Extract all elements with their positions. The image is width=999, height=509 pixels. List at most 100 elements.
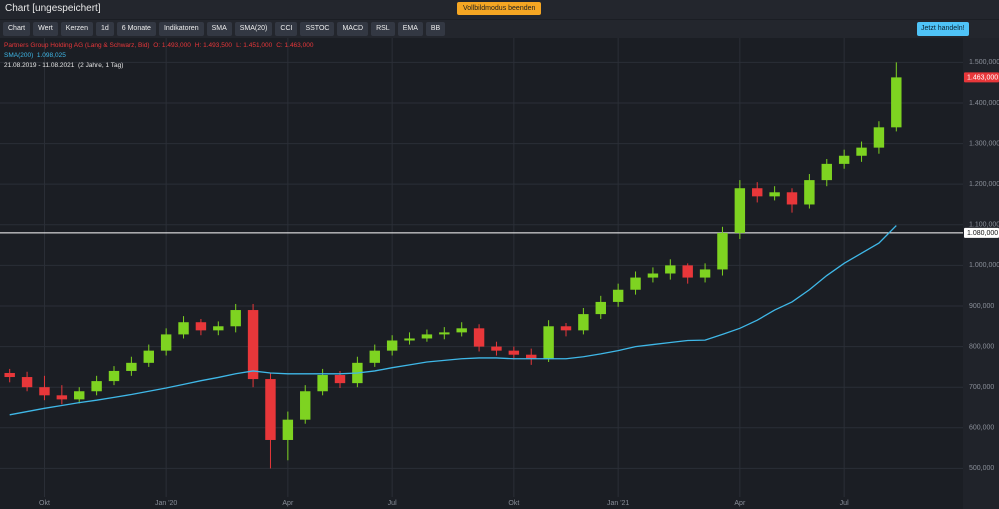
candle-body [717, 232, 728, 270]
y-tick-label: 1.100,000 [969, 222, 999, 229]
candle-body [56, 395, 68, 400]
toolbar-button[interactable]: Chart [3, 22, 31, 36]
candle-body [74, 391, 85, 400]
candle-body [143, 350, 154, 363]
candle-body [386, 340, 398, 351]
y-tick-label: 900,000 [969, 303, 994, 310]
price-tag [964, 227, 999, 238]
toolbar-button[interactable]: Kerzen [60, 22, 93, 36]
candle-body [665, 265, 676, 274]
price-tag-label: 1.080,000 [967, 230, 998, 237]
candle-body [508, 350, 520, 355]
candle-body [317, 375, 328, 392]
candle-body [838, 155, 850, 164]
candle-body [647, 273, 659, 278]
toolbar-button[interactable]: Wert [33, 22, 58, 36]
title: Chart [ungespeichert] [5, 3, 101, 14]
candle-body [473, 328, 485, 347]
toolbar-button[interactable]: MACD [337, 22, 369, 36]
legend-ohlc: O: 1.493,000 [153, 42, 191, 49]
candle-body [769, 192, 780, 197]
candle-body [543, 326, 554, 359]
legend-ohlc: C: 1.463,000 [276, 42, 314, 49]
candle-body [265, 379, 276, 440]
candle-body [734, 188, 746, 233]
y-tick-label: 1.500,000 [969, 59, 999, 66]
candle-body [526, 354, 537, 359]
candle-body [178, 322, 189, 335]
toolbar-button[interactable]: CCI [275, 22, 298, 36]
candle-body [630, 277, 641, 290]
toolbar-button[interactable]: SMA(20) [234, 22, 273, 36]
toolbar: Chart Wert Kerzen 1d 6 Monate Indikatoren SMA S… [0, 20, 999, 38]
candle-body [699, 269, 711, 278]
candle-body [108, 370, 120, 382]
candle-body [369, 350, 380, 363]
y-tick-label: 1.300,000 [969, 140, 999, 147]
candle-body [595, 301, 606, 315]
toolbar-button[interactable]: 6 Monate [116, 22, 156, 36]
candle-body [213, 326, 224, 331]
candle-body [786, 192, 798, 205]
toolbar-button[interactable]: 1d [95, 22, 114, 36]
toolbar-button[interactable]: RSL [371, 22, 395, 36]
title-bar: Chart [ungespeichert] Vollbildmodus been… [0, 0, 999, 19]
x-tick-label: Jul [840, 500, 849, 507]
candle-body [682, 265, 693, 278]
fullscreen-button[interactable]: Vollbildmodus beenden [457, 2, 542, 15]
y-tick-label: 700,000 [969, 384, 994, 391]
toolbar-button[interactable]: SMA [206, 22, 232, 36]
x-tick-label: Jan '21 [607, 500, 629, 507]
x-tick-label: Okt [508, 500, 519, 507]
price-tag-label: 1.463,000 [967, 75, 998, 82]
x-tick-label: Okt [39, 500, 50, 507]
y-tick-label: 1.400,000 [969, 100, 999, 107]
candle-body [491, 346, 502, 351]
y-tick-label: 600,000 [969, 425, 994, 432]
candle-body [300, 391, 311, 420]
candle-body [39, 387, 50, 396]
y-axis-panel [963, 38, 999, 509]
candle-body [126, 362, 137, 371]
candle-body [804, 180, 815, 205]
candle-body [612, 289, 624, 302]
candle-body [195, 322, 207, 331]
toolbar-button[interactable]: SSTOC [300, 22, 335, 36]
toolbar-button[interactable]: EMA [397, 22, 423, 36]
y-tick-label: 1.200,000 [969, 181, 999, 188]
candle-body [891, 77, 902, 128]
candle-body [91, 381, 102, 392]
toolbar-button[interactable]: Indikatoren [158, 22, 204, 36]
candle-body [752, 188, 763, 197]
candle-body [873, 127, 885, 148]
candle-body [856, 147, 867, 156]
legend: Partners Group Holding AG (Lang & Schwar… [4, 41, 317, 71]
toolbar-button[interactable]: BB [425, 22, 446, 36]
x-tick-label: Jul [388, 500, 397, 507]
candle-body [404, 338, 415, 341]
legend-ohlc: H: 1.493,500 [194, 42, 233, 49]
candle-body [282, 419, 294, 440]
candle-body [247, 310, 259, 380]
candle-body [578, 314, 589, 331]
y-tick-label: 500,000 [969, 465, 994, 472]
price-tag [964, 72, 999, 83]
y-tick-label: 1.000,000 [969, 262, 999, 269]
legend-ohlc: L: 1.451,000 [236, 42, 273, 49]
candle-body [439, 332, 450, 335]
y-tick-label: 800,000 [969, 343, 994, 350]
legend-sma: SMA(200) [4, 52, 34, 59]
candle-body [160, 334, 172, 351]
x-tick-label: Jan '20 [155, 500, 177, 507]
trade-button[interactable]: Jetzt handeln! [917, 22, 969, 36]
candle-body [421, 334, 433, 339]
legend-instrument: Partners Group Holding AG (Lang & Schwar… [4, 42, 150, 49]
legend-range: 21.08.2019 - 11.08.2021 [4, 62, 75, 69]
candle-body [334, 375, 346, 384]
legend-sma-value: 1.098,025 [36, 52, 66, 59]
candle-body [456, 328, 467, 333]
legend-range-note: (2 Jahre, 1 Tag) [77, 62, 124, 69]
candle-body [4, 372, 15, 378]
candle-body [560, 326, 572, 331]
